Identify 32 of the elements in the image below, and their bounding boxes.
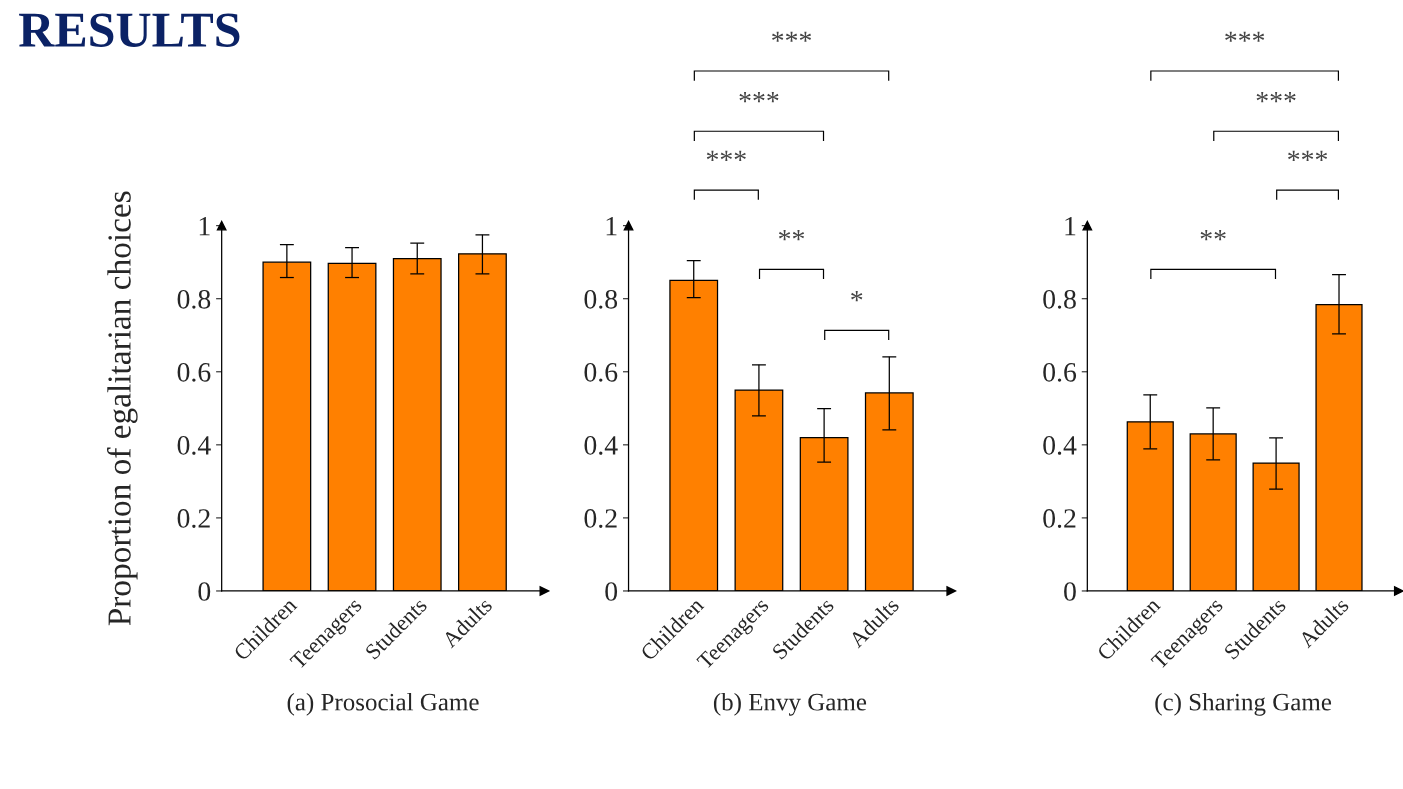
y-tick-label: 0.2: [584, 509, 617, 528]
y-tick-label: 0.2: [1043, 509, 1076, 528]
y-tick-label: 0.6: [1043, 362, 1077, 382]
text: ***: [1288, 150, 1328, 161]
y-axis-title: Proportion of egalitarian choices: [106, 191, 138, 626]
annotation: **: [1200, 230, 1226, 241]
x-axis-title: (b) Envy Game: [713, 692, 867, 716]
y-tick-label: 1: [199, 216, 210, 236]
text: ***: [772, 31, 812, 42]
y-tick-label: 1: [1065, 216, 1076, 236]
annotation: *: [851, 291, 863, 302]
text: ***: [706, 150, 746, 161]
text: ***: [739, 91, 779, 103]
y-tick-label: 0.6: [584, 362, 618, 382]
text: ***: [1225, 31, 1265, 42]
y-tick-label: 0.8: [1043, 289, 1076, 309]
y-tick-label: 0: [198, 582, 211, 601]
y-tick-label: 0.8: [177, 289, 211, 309]
y-tick-label: 0: [605, 582, 618, 601]
chart-title: RESULTS: [19, 13, 240, 48]
y-tick-label: 0.6: [177, 362, 211, 382]
y-tick-label: 0.4: [584, 436, 618, 455]
y-tick-label: 0.4: [177, 436, 211, 455]
y-tick-label: 0.8: [584, 289, 618, 309]
x-axis-title: (c) Sharing Game: [1155, 692, 1332, 716]
y-tick-label: 1: [606, 216, 617, 236]
text: ***: [1256, 91, 1296, 103]
y-tick-label: 0.4: [1043, 436, 1077, 455]
x-axis-title: (a) Prosocial Game: [287, 692, 479, 716]
y-tick-label: 0: [1064, 582, 1076, 601]
y-tick-label: 0.2: [177, 509, 210, 528]
annotation: **: [778, 230, 805, 241]
